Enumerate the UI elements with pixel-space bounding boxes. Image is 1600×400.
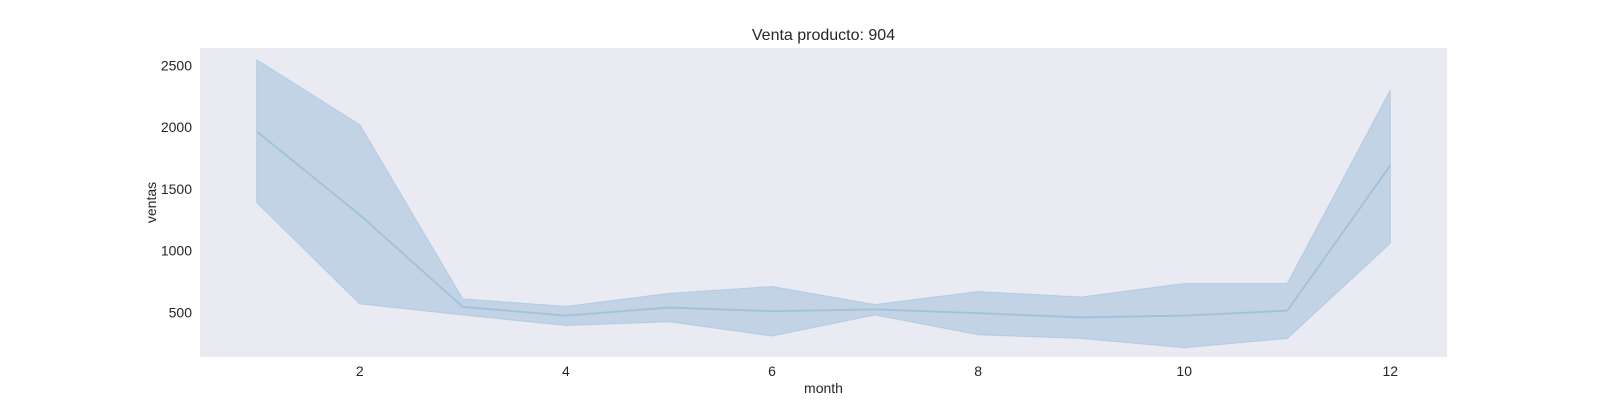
x-axis-ticks: 2 4 6 8 10 12	[356, 363, 1398, 379]
confidence-band	[256, 58, 1391, 349]
series-line-layer	[256, 130, 1392, 319]
x-tick-label: 12	[1383, 363, 1399, 379]
y-axis-ticks: 500 1000 1500 2000 2500	[161, 57, 192, 320]
x-axis-label: month	[804, 380, 843, 396]
y-tick-label: 2500	[161, 57, 192, 73]
y-tick-label: 1500	[161, 181, 192, 197]
y-axis-label: ventas	[143, 182, 159, 223]
x-tick-label: 8	[974, 363, 982, 379]
x-tick-label: 2	[356, 363, 364, 379]
y-tick-label: 500	[169, 305, 193, 321]
series-line	[256, 130, 1392, 319]
x-tick-label: 4	[562, 363, 570, 379]
y-tick-label: 2000	[161, 119, 192, 135]
x-tick-label: 10	[1176, 363, 1192, 379]
x-tick-label: 6	[768, 363, 776, 379]
confidence-band-layer	[256, 58, 1391, 349]
y-tick-label: 1000	[161, 243, 192, 259]
chart-title: Venta producto: 904	[752, 27, 895, 44]
